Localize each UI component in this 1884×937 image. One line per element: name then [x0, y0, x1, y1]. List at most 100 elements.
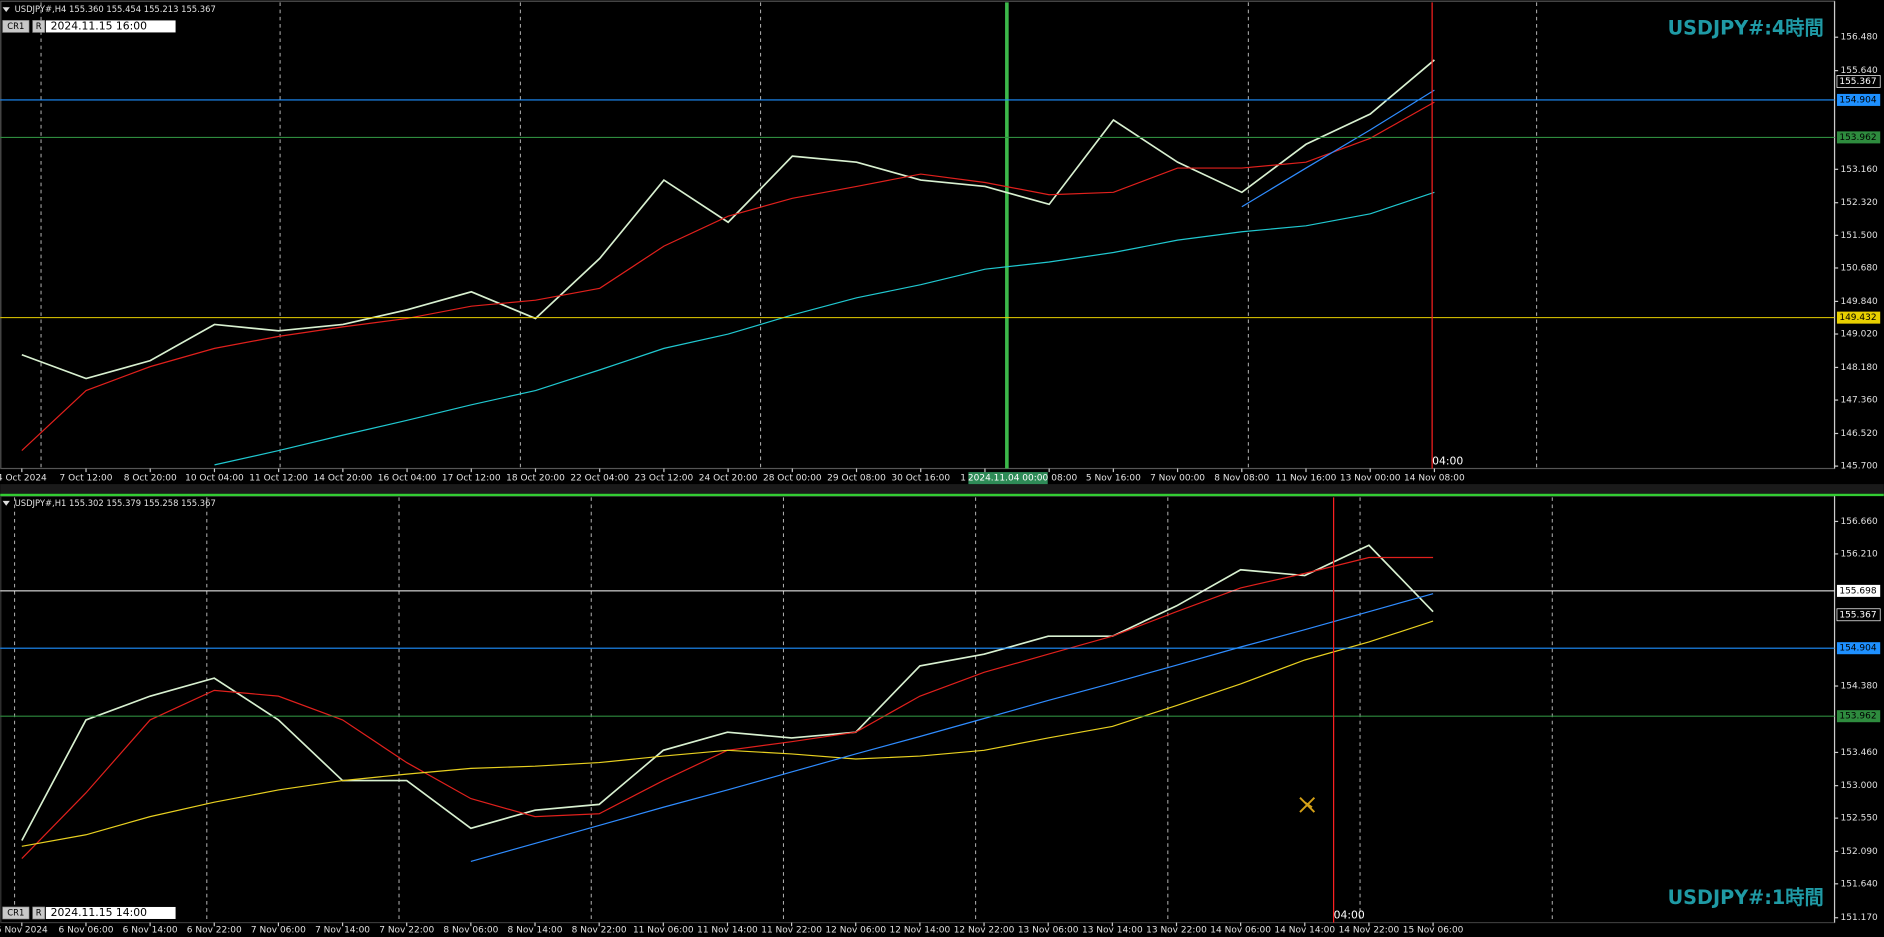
x-tick-label: 8 Nov 06:00 [443, 925, 498, 935]
y-tick-label: 152.550 [1841, 814, 1878, 824]
x-tick-label: 13 Nov 06:00 [1018, 925, 1079, 935]
time-label: 2024.11.15 14:00 [51, 906, 147, 919]
x-tick-label: 8 Nov 14:00 [508, 925, 563, 935]
series-line [1241, 89, 1435, 208]
x-tick-label: 15 Nov 06:00 [1403, 925, 1464, 935]
time-label: 2024.11.15 16:00 [51, 19, 147, 32]
y-tick-label: 152.090 [1841, 847, 1878, 857]
tool-icon [1299, 796, 1316, 813]
x-tick-label: 7 Nov 22:00 [379, 925, 434, 935]
x-tick-label: 14 Nov 06:00 [1210, 925, 1271, 935]
y-tick-label: 145.700 [1841, 462, 1878, 472]
x-tick-label: 8 Oct 20:00 [124, 474, 177, 484]
x-tick-label: 5 Nov 2024 [0, 925, 48, 935]
x-tick-label: 30 Oct 16:00 [891, 474, 950, 484]
y-tick-label: 156.480 [1841, 33, 1878, 43]
series-line [21, 544, 1434, 841]
series-line [214, 191, 1435, 466]
x-tick-label: 7 Nov 00:00 [1150, 474, 1205, 484]
y-tick-label: 155.640 [1841, 66, 1878, 76]
tag-label: R [36, 907, 42, 917]
y-tick-label: 150.680 [1841, 263, 1878, 273]
x-tick-label: 6 Nov 06:00 [58, 925, 113, 935]
symbol-header: USDJPY#,H4 155.360 155.454 155.213 155.3… [15, 4, 216, 14]
tag-box [32, 906, 45, 920]
level-label: 154.904 [1839, 95, 1876, 105]
x-tick-label: 16 Oct 04:00 [378, 474, 437, 484]
x-tick-label: 28 Oct 00:00 [763, 474, 822, 484]
x-tick-label: 11 Nov 06:00 [633, 925, 694, 935]
x-tick-label: 22 Oct 04:00 [570, 474, 629, 484]
chart-title: USDJPY#:4時間 [1668, 16, 1824, 39]
x-tick-label: 14 Oct 20:00 [314, 474, 373, 484]
x-tick-label: 11 Nov 22:00 [761, 925, 822, 935]
level-label: 154.904 [1839, 644, 1876, 654]
y-tick-label: 153.460 [1841, 748, 1878, 758]
tag-box [32, 20, 45, 33]
x-tick-label: 08:00 [1051, 474, 1077, 484]
level-label-box [1836, 93, 1881, 106]
x-tick-label: 12 Nov 06:00 [825, 925, 886, 935]
highlight-time-label: 2024.11.04 00:00 [968, 474, 1049, 484]
x-tick-label: 6 Nov 22:00 [187, 925, 242, 935]
x-tick-label: 1 [960, 474, 966, 484]
x-tick-label: 8 Nov 22:00 [572, 925, 627, 935]
x-tick-label: 12 Nov 22:00 [954, 925, 1015, 935]
y-tick-label: 156.660 [1841, 517, 1878, 527]
level-label: 153.962 [1839, 133, 1876, 143]
symbol-header: USDJPY#,H1 155.302 155.379 155.258 155.3… [15, 498, 216, 508]
x-tick-label: 7 Oct 12:00 [60, 474, 113, 484]
tag-box [2, 906, 30, 920]
x-tick-label: 14 Nov 14:00 [1274, 925, 1335, 935]
plot-area [21, 59, 1435, 466]
x-tick-label: 7 Nov 14:00 [315, 925, 370, 935]
x-tick-label: 18 Oct 20:00 [506, 474, 565, 484]
level-label: 155.698 [1839, 586, 1876, 596]
x-tick-label: 12 Nov 14:00 [890, 925, 951, 935]
x-tick-label: 8 Nov 08:00 [1214, 474, 1269, 484]
last-price-label: 155.367 [1839, 610, 1876, 620]
y-tick-label: 151.640 [1841, 879, 1878, 889]
x-tick-label: 5 Nov 16:00 [1086, 474, 1141, 484]
level-label-box [1836, 642, 1881, 655]
y-tick-label: 149.020 [1841, 330, 1878, 340]
tag-box [2, 20, 30, 33]
collapse-arrow [2, 7, 10, 13]
x-tick-label: 13 Nov 14:00 [1082, 925, 1143, 935]
y-tick-label: 147.360 [1841, 396, 1878, 406]
level-label-box [1836, 131, 1881, 144]
chart-title: USDJPY#:1時間 [1668, 886, 1824, 909]
y-tick-label: 153.000 [1841, 781, 1878, 791]
y-tick-label: 149.840 [1841, 297, 1878, 307]
x-tick-label: 14 Nov 08:00 [1404, 474, 1465, 484]
x-tick-label: 11 Nov 14:00 [697, 925, 758, 935]
x-tick-label: 14 Nov 22:00 [1339, 925, 1400, 935]
cursor-time: 04:00 [1334, 908, 1365, 921]
series-line [21, 59, 1435, 380]
last-price-label: 155.367 [1839, 77, 1876, 87]
cursor-time: 04:00 [1432, 454, 1463, 467]
y-tick-label: 148.180 [1841, 363, 1878, 373]
x-tick-label: 10 Oct 04:00 [185, 474, 244, 484]
highlight-time-box [968, 472, 1048, 485]
series-line [470, 593, 1434, 863]
last-price-box [1836, 608, 1881, 622]
tag-label: CR1 [7, 21, 24, 31]
x-tick-label: 23 Oct 12:00 [635, 474, 694, 484]
level-label-box [1836, 311, 1881, 324]
x-tick-label: 11 Oct 12:00 [249, 474, 308, 484]
level-label: 153.962 [1839, 712, 1876, 722]
x-tick-label: 6 Nov 14:00 [123, 925, 178, 935]
x-tick-label: 24 Oct 20:00 [699, 474, 758, 484]
time-box [45, 20, 176, 33]
plot-area [21, 544, 1434, 863]
series-line [21, 101, 1435, 452]
level-label-box [1836, 710, 1881, 723]
x-tick-label: 4 Oct 2024 [0, 474, 47, 484]
tag-label: R [36, 21, 42, 31]
y-tick-label: 152.320 [1841, 198, 1878, 208]
x-tick-label: 29 Oct 08:00 [827, 474, 886, 484]
x-tick-label: 13 Nov 22:00 [1146, 925, 1207, 935]
y-tick-label: 146.520 [1841, 429, 1878, 439]
